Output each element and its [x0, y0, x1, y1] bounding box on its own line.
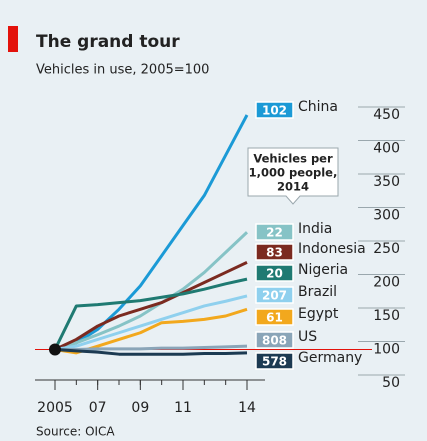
legend-value: 83	[266, 246, 283, 260]
legend-box	[255, 286, 294, 304]
legend-name: Nigeria	[298, 262, 348, 278]
series-line	[54, 294, 248, 351]
legend-name: Germany	[298, 350, 362, 366]
legend-box	[255, 243, 294, 261]
legend-name: India	[298, 221, 332, 237]
y-tick-label: 250	[373, 241, 400, 257]
legend-name: China	[298, 99, 338, 115]
subtitle: Vehicles in use, 2005=100	[36, 63, 209, 78]
legend-box	[255, 223, 294, 241]
series-line	[54, 114, 249, 351]
legend-value: 20	[266, 267, 283, 281]
callout-text: Vehicles per	[253, 152, 333, 166]
legend-value: 207	[262, 289, 287, 303]
callout-text: 2014	[277, 180, 309, 194]
series-line	[54, 348, 248, 356]
legend-box	[255, 101, 294, 119]
series-line	[54, 261, 248, 351]
legend-name: Brazil	[298, 284, 337, 300]
legend-value: 578	[262, 355, 287, 369]
source: Source: OICA	[36, 425, 115, 439]
legend-value: 808	[262, 334, 287, 348]
x-tick-label: 14	[238, 400, 256, 416]
y-tick-label: 300	[373, 208, 400, 224]
series-line	[54, 231, 249, 351]
origin-dot	[49, 343, 61, 356]
x-tick-label: 11	[174, 400, 192, 416]
legend-box	[255, 352, 294, 370]
legend-box	[255, 264, 294, 282]
legend-name: US	[298, 329, 317, 345]
legend-value: 61	[266, 311, 283, 325]
x-tick-label: 07	[89, 400, 107, 416]
chart-title: The grand tour	[36, 32, 180, 52]
y-tick-label: 50	[382, 375, 400, 391]
y-tick-label: 200	[373, 275, 400, 291]
legend-value: 102	[262, 104, 287, 118]
legend-box	[255, 331, 294, 349]
x-tick-label: 2005	[37, 400, 73, 416]
y-tick-label: 150	[373, 308, 400, 324]
x-tick-label: 09	[131, 400, 149, 416]
y-tick-label: 450	[373, 107, 400, 123]
y-tick-label: 400	[373, 141, 400, 157]
red-tag	[8, 26, 18, 52]
series-line	[55, 344, 248, 351]
callout-text: 1,000 people,	[249, 166, 338, 180]
y-tick-label: 350	[373, 174, 400, 190]
series-line	[53, 277, 248, 351]
y-tick-label: 100	[373, 342, 400, 358]
legend-name: Indonesia	[298, 241, 366, 257]
legend-box	[255, 308, 294, 326]
legend-name: Egypt	[298, 306, 339, 322]
callout-box	[247, 147, 339, 205]
legend-value: 22	[266, 226, 283, 240]
